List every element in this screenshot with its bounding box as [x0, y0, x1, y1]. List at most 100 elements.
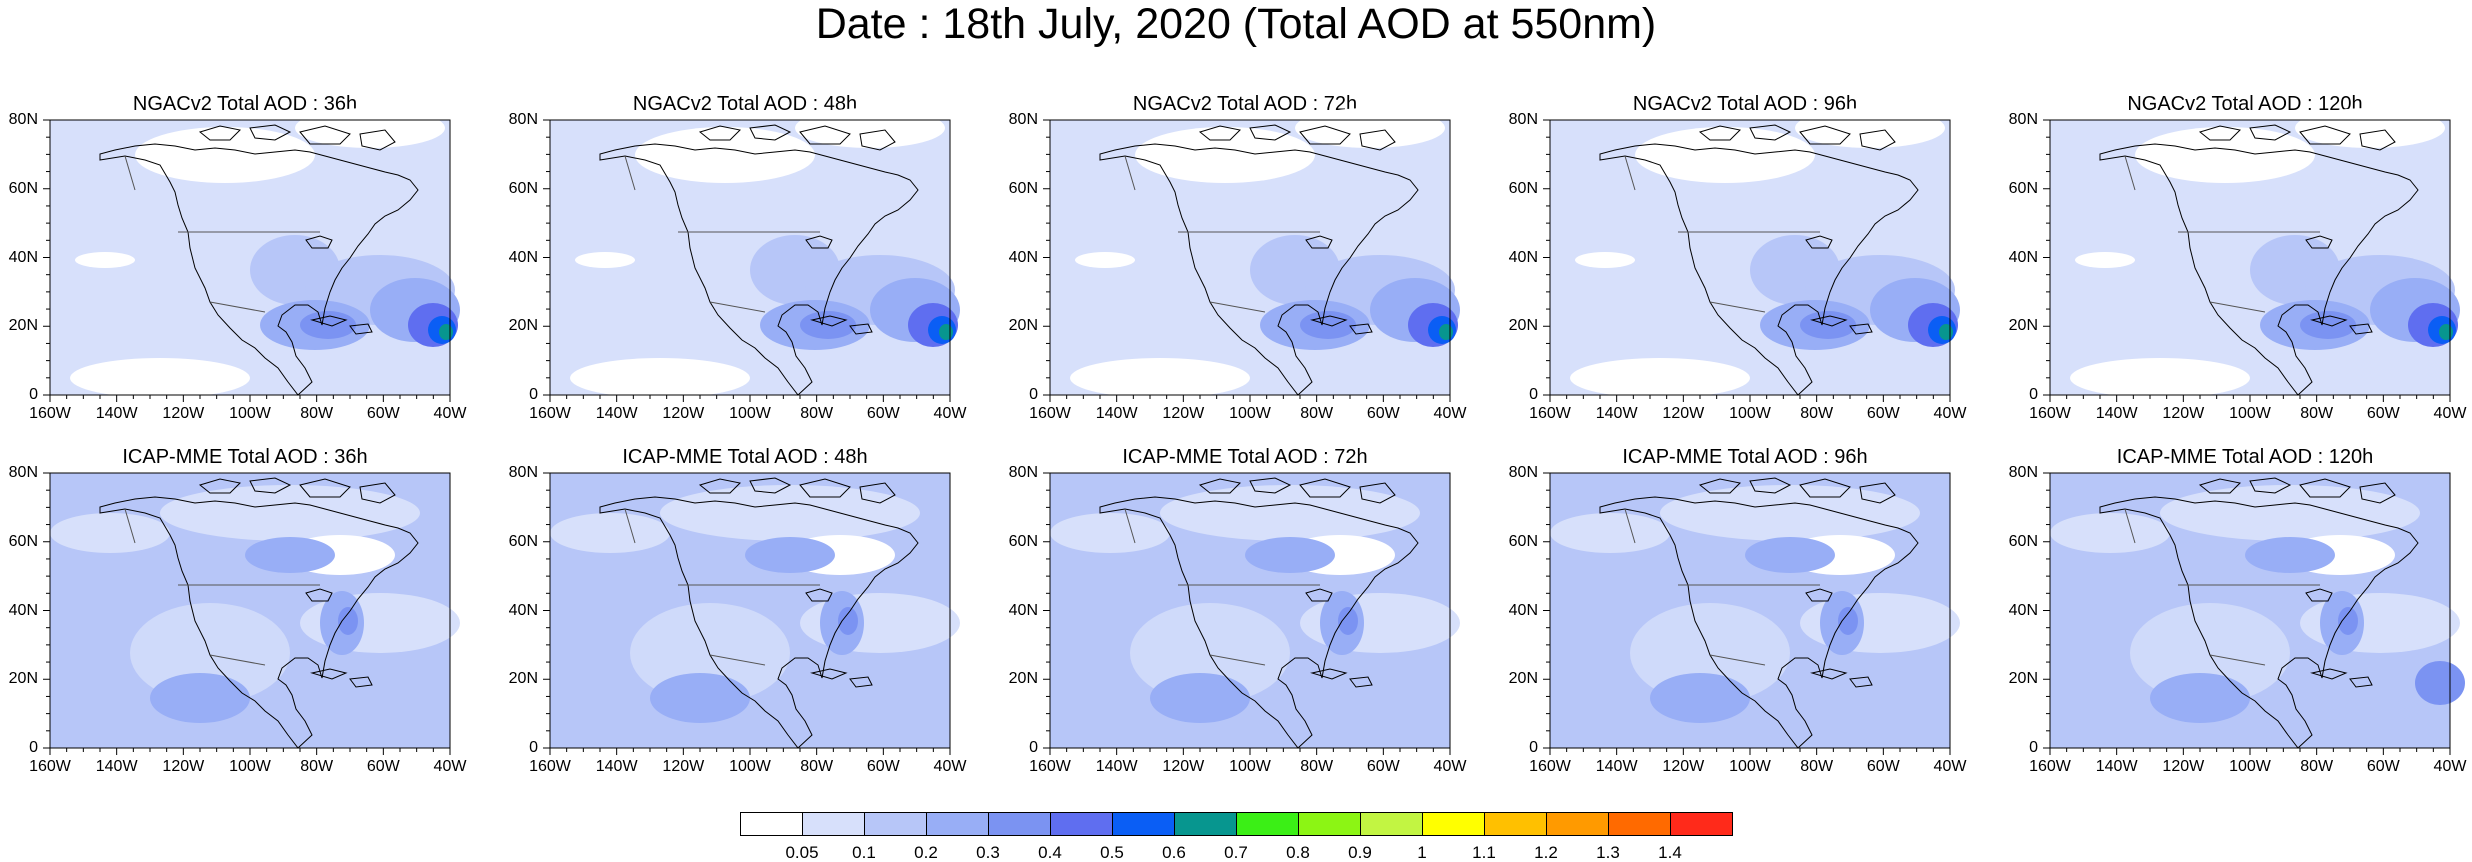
lon-label: 60W	[1366, 405, 1400, 422]
colorbar-label: 1.4	[1658, 843, 1682, 862]
lon-label: 80W	[800, 758, 834, 775]
continent-coastline	[1599, 496, 1919, 749]
island-coastline	[198, 125, 242, 141]
lon-label: 80W	[300, 405, 334, 422]
lon-label: 80W	[1800, 758, 1834, 775]
continent-coastline	[2099, 143, 2419, 396]
lat-label: 40N	[8, 601, 38, 619]
lat-label: 60N	[508, 532, 538, 550]
aod-low-region	[550, 513, 670, 553]
aod-clean-air-region	[70, 358, 250, 398]
island-coastline	[849, 676, 873, 688]
continent-coastline	[599, 496, 919, 749]
coastline-overlay	[599, 124, 919, 396]
lon-label: 120W	[1662, 405, 1705, 422]
island-coastline	[1749, 124, 1792, 141]
lat-label: 60N	[508, 179, 538, 197]
colorbar-swatch	[1298, 812, 1361, 836]
lat-label: 80N	[1008, 464, 1038, 481]
lat-label: 40N	[1508, 601, 1538, 619]
lat-label: 20N	[508, 670, 538, 688]
lon-label: 140W	[595, 405, 638, 422]
lat-label: 80N	[508, 464, 538, 481]
island-coastline	[810, 668, 848, 680]
aod-clean-air-region	[1575, 252, 1635, 268]
aod-low-region	[1660, 485, 1920, 541]
aod-moderate-core	[1838, 607, 1858, 635]
continent-coastline	[1099, 143, 1419, 396]
island-coastline	[1198, 125, 1242, 141]
lat-label: 20N	[1008, 670, 1038, 688]
continent-coastline	[99, 143, 419, 396]
lat-label: 60N	[8, 179, 38, 197]
colorbar-label: 0.05	[785, 843, 819, 862]
island-coastline	[1749, 477, 1792, 494]
lon-label: 140W	[95, 758, 138, 775]
aod-dust-core	[2439, 324, 2453, 340]
map-panel: NGACv2 Total AOD : 96h 80N 60N 40N 20N 0 160W 1…	[1500, 92, 1990, 502]
lon-label: 100W	[229, 758, 271, 775]
coastline-overlay	[1599, 477, 1919, 749]
island-coastline	[1349, 676, 1373, 688]
lon-label: 40W	[1933, 758, 1967, 775]
lon-label: 60W	[866, 758, 900, 775]
lon-label: 60W	[1866, 758, 1900, 775]
colorbar-label: 0.8	[1286, 843, 1310, 862]
aod-clean-air-region	[2070, 358, 2250, 398]
lat-label: 0	[2029, 739, 2038, 756]
lon-label: 140W	[95, 405, 138, 422]
island-coastline	[1310, 315, 1348, 327]
aod-moderate-region	[650, 673, 750, 723]
lon-label: 160W	[1029, 758, 1071, 775]
island-coastline	[1698, 125, 1742, 141]
lat-label: 20N	[2008, 317, 2038, 335]
aod-clean-air-region	[795, 108, 945, 148]
figure-title: Date : 18th July, 2020 (Total AOD at 550…	[815, 0, 1657, 48]
island-coastline	[1799, 478, 1851, 498]
continent-coastline	[1599, 143, 1919, 396]
colorbar-label: 1.1	[1472, 843, 1496, 862]
lat-label: 80N	[2008, 464, 2038, 481]
aod-moderate-region	[2415, 661, 2465, 705]
map-panel: NGACv2 Total AOD : 48h 80N 60N 40N 20N 0 160W 1…	[500, 92, 990, 502]
map-panel: NGACv2 Total AOD : 120h 80N 60N 40N 20N 0 160W…	[2000, 92, 2472, 502]
national-border	[624, 508, 820, 666]
aod-dust-core	[939, 324, 953, 340]
island-coastline	[1849, 323, 1873, 335]
island-coastline	[859, 129, 896, 151]
island-coastline	[2310, 315, 2348, 327]
island-coastline	[799, 125, 851, 145]
island-coastline	[1310, 668, 1348, 680]
aod-low-region	[160, 485, 420, 541]
island-coastline	[2359, 129, 2396, 151]
panel-title: ICAP-MME Total AOD : 96h	[1622, 446, 1868, 468]
island-coastline	[698, 478, 742, 494]
lat-label: 40N	[508, 601, 538, 619]
lon-label: 160W	[29, 405, 71, 422]
aod-moderate-region	[745, 537, 835, 573]
lat-label: 0	[529, 386, 538, 403]
lon-label: 80W	[2300, 405, 2334, 422]
aod-moderate-core	[838, 607, 858, 635]
lat-label: 0	[2029, 386, 2038, 403]
colorbar-swatch	[1360, 812, 1423, 836]
panel-title: ICAP-MME Total AOD : 48h	[622, 446, 868, 468]
colorbar-swatch	[1112, 812, 1175, 836]
map-panel: ICAP-MME Total AOD : 96h 80N 60N 40N 20N 0 160…	[1500, 445, 1990, 855]
national-border	[1124, 508, 1320, 666]
lon-label: 40W	[1433, 405, 1467, 422]
map-plot-area	[543, 472, 960, 755]
lon-label: 100W	[729, 758, 771, 775]
map-panel: ICAP-MME Total AOD : 36h 80N 60N 40N 20N 0 160…	[0, 445, 490, 855]
panel-title: NGACv2 Total AOD : 72h	[1132, 93, 1358, 115]
lon-label: 80W	[800, 405, 834, 422]
aod-clean-air-region	[1295, 108, 1445, 148]
map-plot-area	[2043, 472, 2465, 755]
colorbar-label: 1	[1417, 843, 1427, 862]
aod-dust-core	[1939, 324, 1953, 340]
island-coastline	[2299, 125, 2351, 145]
aod-moderate-core	[338, 607, 358, 635]
aod-low-region	[660, 485, 920, 541]
colorbar-label: 0.4	[1038, 843, 1062, 862]
lat-label: 20N	[1508, 317, 1538, 335]
